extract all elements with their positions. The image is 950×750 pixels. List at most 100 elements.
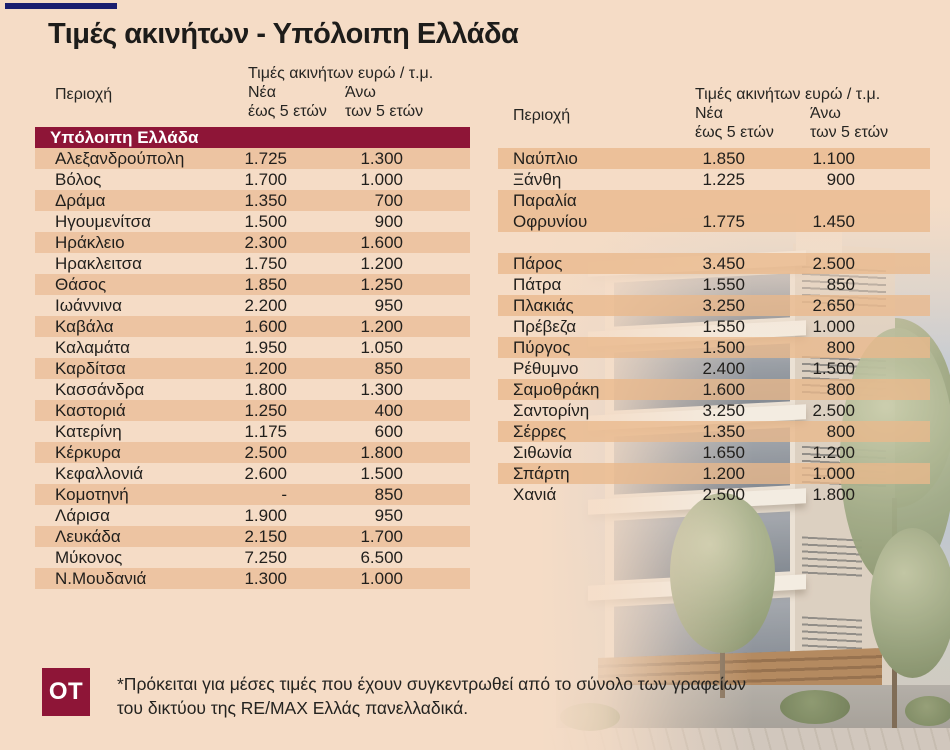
region-cell: Σπάρτη [513, 464, 570, 483]
price-new-cell: 2.150 [244, 527, 287, 546]
table-row: Κέρκυρα 2.500 1.800 [35, 442, 470, 463]
price-old-cell: 900 [374, 212, 403, 231]
region-cell: Καβάλα [55, 317, 114, 336]
table-row: Δράμα 1.350 700 [35, 190, 470, 211]
table-row: Μύκονος 7.250 6.500 [35, 547, 470, 568]
region-cell: Σέρρες [513, 422, 567, 441]
price-old-cell: 1.250 [360, 275, 403, 294]
price-new-cell: 2.200 [244, 296, 287, 315]
header-old-line1: Άνω [345, 84, 376, 101]
header-new-line1: Νέα [248, 84, 276, 101]
table-row: Ηγουμενίτσα 1.500 900 [35, 211, 470, 232]
right-table-header: Περιοχή Τιμές ακινήτων ευρώ / τ.μ. Νέα έ… [498, 63, 930, 148]
table-row: Καρδίτσα 1.200 850 [35, 358, 470, 379]
price-new-cell: 1.600 [702, 380, 745, 399]
header-region: Περιοχή [513, 107, 571, 124]
price-old-cell: 1.700 [360, 527, 403, 546]
price-new-cell: 3.450 [702, 254, 745, 273]
table-row: Λευκάδα 2.150 1.700 [35, 526, 470, 547]
table-row: Θάσος 1.850 1.250 [35, 274, 470, 295]
price-old-cell: 950 [374, 506, 403, 525]
region-cell: Πάτρα [513, 275, 562, 294]
region-cell: Ηρακλειτσα [55, 254, 142, 273]
table-row: Πρέβεζα 1.550 1.000 [498, 316, 930, 337]
price-new-cell: 1.350 [702, 422, 745, 441]
price-new-cell: 1.775 [702, 212, 745, 231]
price-old-cell: 950 [374, 296, 403, 315]
left-price-table: Περιοχή Τιμές ακινήτων ευρώ / τ.μ. Νέα έ… [35, 65, 470, 589]
region-cell: Αλεξανδρούπολη [55, 149, 185, 168]
price-old-cell: 1.600 [360, 233, 403, 252]
price-new-cell: 1.850 [702, 149, 745, 168]
price-new-cell: 1.850 [244, 275, 287, 294]
price-old-cell: 1.200 [360, 254, 403, 273]
price-new-cell: 3.250 [702, 401, 745, 420]
table-row: Καλαμάτα 1.950 1.050 [35, 337, 470, 358]
price-new-cell: 2.400 [702, 359, 745, 378]
region-cell: Ιωάννινα [55, 296, 122, 315]
header-new-line2: έως 5 ετών [695, 124, 774, 141]
price-new-cell: 1.800 [244, 380, 287, 399]
price-old-cell: 1.000 [360, 569, 403, 588]
table-row: Κομοτηνή - 850 [35, 484, 470, 505]
table-row: Ξάνθη 1.225 900 [498, 169, 930, 190]
price-old-cell: 1.050 [360, 338, 403, 357]
price-old-cell: 2.500 [812, 254, 855, 273]
price-old-cell: 1.200 [360, 317, 403, 336]
price-old-cell: 2.500 [812, 401, 855, 420]
price-new-cell: 7.250 [244, 548, 287, 567]
price-old-cell: 850 [826, 275, 855, 294]
price-new-cell: 1.500 [702, 338, 745, 357]
price-old-cell: 1.800 [360, 443, 403, 462]
table-row: Πάτρα 1.550 850 [498, 274, 930, 295]
price-old-cell: 1.300 [360, 380, 403, 399]
table-row: Καστοριά 1.250 400 [35, 400, 470, 421]
footnote: *Πρόκειται για μέσες τιμές που έχουν συγ… [117, 674, 747, 718]
price-old-cell: 800 [826, 380, 855, 399]
region-cell: Κέρκυρα [55, 443, 121, 462]
price-old-cell: 1.000 [360, 170, 403, 189]
region-cell: Λάρισα [55, 506, 110, 525]
table-row: Ιωάννινα 2.200 950 [35, 295, 470, 316]
right-price-table: Περιοχή Τιμές ακινήτων ευρώ / τ.μ. Νέα έ… [498, 86, 930, 505]
region-cell: Σαμοθράκη [513, 380, 600, 399]
region-cell: Χανιά [513, 485, 557, 504]
price-new-cell: 1.650 [702, 443, 745, 462]
table-row: Παραλία Οφρυνίου 1.775 1.450 [498, 190, 930, 232]
price-new-cell: 1.200 [702, 464, 745, 483]
region-cell: Πύργος [513, 338, 571, 357]
section-band: Υπόλοιπη Ελλάδα [35, 127, 470, 148]
left-table-rows: Αλεξανδρούπολη 1.725 1.300 Βόλος 1.700 1.000 Δ… [35, 148, 470, 589]
region-cell: Κασσάνδρα [55, 380, 145, 399]
price-new-cell: 1.175 [244, 422, 287, 441]
price-new-cell: 1.950 [244, 338, 287, 357]
table-row: Ηράκλειο 2.300 1.600 [35, 232, 470, 253]
building-photo [540, 198, 950, 750]
accent-line [5, 3, 117, 9]
table-row: Κασσάνδρα 1.800 1.300 [35, 379, 470, 400]
price-new-cell: 2.500 [244, 443, 287, 462]
price-new-cell: 1.200 [244, 359, 287, 378]
table-row: Χανιά 2.500 1.800 [498, 484, 930, 505]
section-label: Υπόλοιπη Ελλάδα [50, 128, 199, 147]
table-row: Βόλος 1.700 1.000 [35, 169, 470, 190]
header-new-line1: Νέα [695, 105, 723, 122]
price-old-cell: 700 [374, 191, 403, 210]
price-old-cell: 1.100 [812, 149, 855, 168]
price-old-cell: 1.300 [360, 149, 403, 168]
price-new-cell: 3.250 [702, 296, 745, 315]
table-row: Πλακιάς 3.250 2.650 [498, 295, 930, 316]
table-row: Πύργος 1.500 800 [498, 337, 930, 358]
region-cell: Καρδίτσα [55, 359, 126, 378]
header-region: Περιοχή [55, 86, 113, 103]
page-title: Τιμές ακινήτων - Υπόλοιπη Ελλάδα [48, 18, 519, 50]
price-old-cell: 1.500 [812, 359, 855, 378]
ot-logo: OT [42, 668, 90, 716]
region-cell: Ηγουμενίτσα [55, 212, 151, 231]
header-new-line2: έως 5 ετών [248, 103, 327, 120]
price-old-cell: 850 [374, 359, 403, 378]
price-old-cell: 2.650 [812, 296, 855, 315]
region-cell: Κεφαλλονιά [55, 464, 144, 483]
price-new-cell: 2.500 [702, 485, 745, 504]
price-new-cell: 1.300 [244, 569, 287, 588]
